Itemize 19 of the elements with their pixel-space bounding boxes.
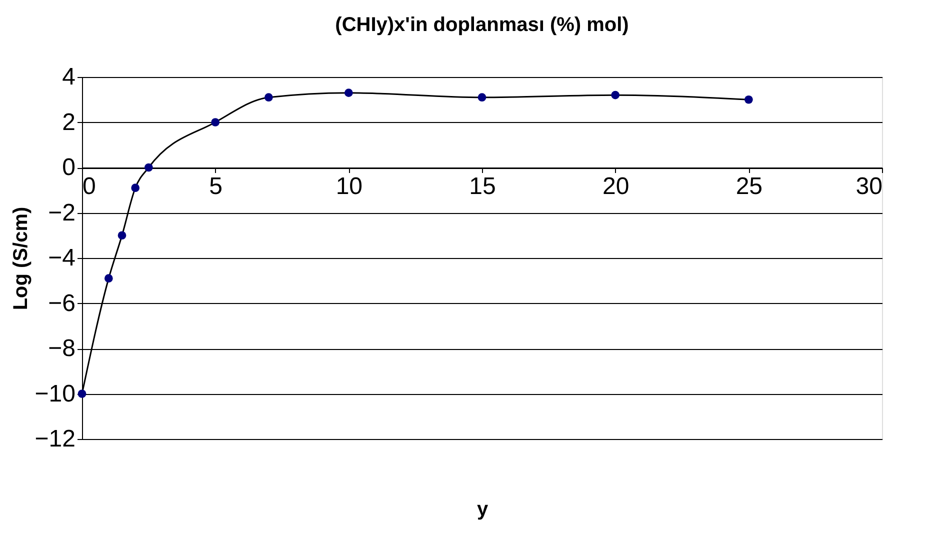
x-tick-label: 10 (336, 173, 363, 200)
y-tick-label: −4 (48, 244, 76, 272)
y-tick-label: −2 (48, 199, 76, 226)
y-tick-label: −10 (34, 380, 76, 408)
x-tick-label: 20 (602, 173, 630, 200)
y-tick-label: 0 (62, 154, 76, 181)
chart-title: (CHIy)x'in doplanması (%) mol) (335, 14, 629, 36)
y-tick-label: 2 (62, 108, 76, 136)
x-axis-title: y (476, 498, 489, 520)
y-tick-label: −8 (48, 335, 76, 362)
x-tick-label: 15 (469, 173, 496, 200)
y-axis-title: Log (S/cm) (10, 206, 32, 310)
y-tick-label: −12 (34, 426, 76, 452)
y-tick-label: 4 (62, 64, 76, 90)
x-tick-label: 30 (856, 173, 882, 200)
y-tick-label: −6 (48, 290, 76, 317)
x-tick-label: 0 (82, 173, 96, 200)
x-tick-label: 5 (209, 173, 223, 200)
x-tick-label: 25 (736, 173, 763, 200)
